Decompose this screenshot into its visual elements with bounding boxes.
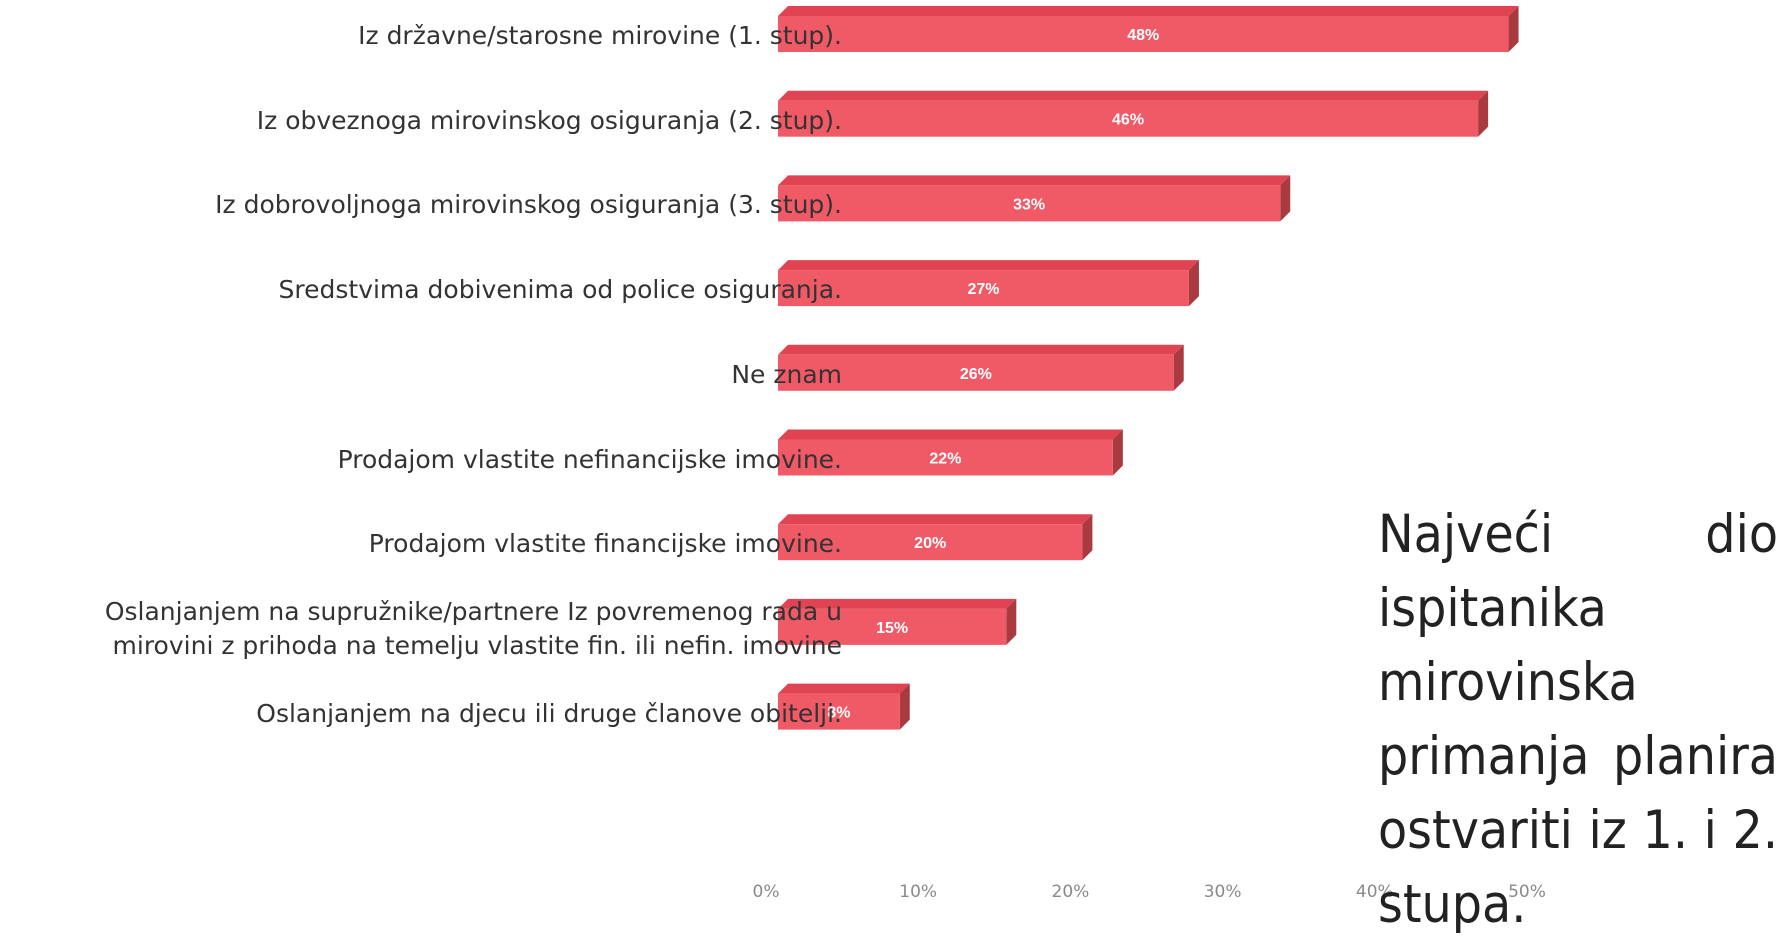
- category-label: Ne znam: [0, 358, 842, 392]
- category-label: Iz dobrovoljnoga mirovinskog osiguranja …: [0, 188, 842, 222]
- category-label-line: Iz obveznoga mirovinskog osiguranja (2. …: [256, 105, 842, 135]
- bar-value-label: 48%: [1127, 27, 1159, 44]
- x-tick-label: 0%: [753, 882, 780, 902]
- bar-value-label: 20%: [914, 535, 946, 552]
- category-label-line: Oslanjanjem na supružnike/partnere Iz po…: [104, 596, 842, 626]
- bar-side-face: [1188, 260, 1199, 307]
- bar-top-face: [778, 344, 1184, 355]
- category-label: Prodajom vlastite financijske imovine.: [0, 527, 842, 561]
- category-label-line: Prodajom vlastite financijske imovine.: [368, 529, 842, 559]
- x-tick-label: 40%: [1356, 882, 1394, 902]
- bar-top-face: [778, 514, 1093, 525]
- bar-side-face: [1082, 514, 1093, 561]
- bar-side-face: [1508, 6, 1519, 52]
- category-label-line: Iz dobrovoljnoga mirovinskog osiguranja …: [215, 190, 842, 220]
- bar: [778, 16, 1509, 52]
- bar-side-face: [1006, 598, 1017, 645]
- bar-side-face: [899, 683, 910, 730]
- x-tick-label: 30%: [1204, 882, 1242, 902]
- bar-value-label: 46%: [1112, 112, 1144, 129]
- annotation-text: Najveći dio ispitanika mirovinska priman…: [1378, 504, 1778, 935]
- x-tick-label: 20%: [1052, 882, 1090, 902]
- category-label: Iz obveznoga mirovinskog osiguranja (2. …: [0, 104, 842, 138]
- bar-top-face: [778, 683, 910, 694]
- category-label: Prodajom vlastite nefinancijske imovine.: [0, 443, 842, 477]
- x-tick-label: 10%: [899, 882, 937, 902]
- bar: [778, 270, 1189, 307]
- category-label: Oslanjanjem na supružnike/partnere Iz po…: [0, 595, 842, 663]
- bar-side-face: [1112, 429, 1123, 476]
- bar: [778, 693, 900, 730]
- bar-side-face: [1280, 175, 1291, 222]
- bar: [778, 185, 1281, 222]
- bar-top-face: [778, 429, 1123, 440]
- bar-top-face: [778, 598, 1017, 609]
- bar-side-face: [1478, 90, 1489, 137]
- category-label-line: mirovini z prihoda na temelju vlastite f…: [112, 630, 842, 660]
- bar-top-face: [778, 175, 1291, 186]
- category-label: Iz državne/starosne mirovine (1. stup).: [0, 19, 842, 53]
- bar: [778, 524, 1083, 561]
- bar-value-label: 26%: [960, 366, 992, 383]
- category-label-line: Iz državne/starosne mirovine (1. stup).: [358, 21, 842, 50]
- category-label-line: Sredstvima dobivenima od police osiguran…: [278, 275, 842, 305]
- x-tick-label: 50%: [1508, 882, 1546, 902]
- bar-value-label: 22%: [929, 451, 961, 468]
- bar-value-label: 15%: [876, 620, 908, 637]
- bar-top-face: [778, 260, 1199, 271]
- bar: [778, 439, 1113, 476]
- category-label-line: Prodajom vlastite nefinancijske imovine.: [337, 444, 842, 474]
- bar-top-face: [778, 6, 1519, 16]
- bar: [778, 354, 1174, 391]
- bar-value-label: 33%: [1013, 196, 1045, 213]
- category-label-line: Ne znam: [731, 359, 842, 389]
- category-label-line: Oslanjanjem na djecu ili druge članove o…: [256, 698, 842, 728]
- bar-top-face: [778, 90, 1489, 101]
- bar-chart: 48% 46% 33% 27% 26% 22% 20% 15% 8% 0% 10% 20% 30% 40%…: [753, 6, 1546, 902]
- bar-value-label: 27%: [967, 281, 999, 298]
- category-label: Oslanjanjem na djecu ili druge članove o…: [0, 697, 842, 731]
- category-label: Sredstvima dobivenima od police osiguran…: [0, 273, 842, 307]
- bar-value-label: 8%: [827, 705, 850, 722]
- bar-side-face: [1173, 344, 1184, 391]
- bar: [778, 100, 1479, 137]
- bar: [778, 608, 1007, 645]
